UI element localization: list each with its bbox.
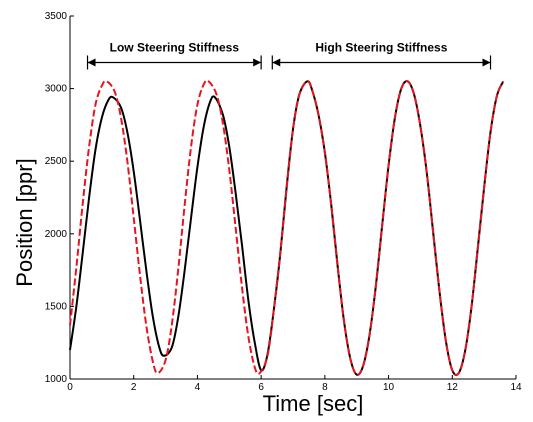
series-line-dashed-red: [69, 79, 505, 377]
y-tick-label: 1500: [45, 301, 68, 312]
x-tick-label: 12: [447, 382, 459, 393]
y-tick-label: 3000: [45, 84, 68, 95]
annotation-arrowhead-left: [272, 58, 281, 67]
annotation-arrowhead-left: [87, 58, 96, 67]
annotation-layer: Low Steering Stiffness High Steering Stif…: [86, 40, 492, 70]
annotation-label: Low Steering Stiffness: [110, 40, 240, 54]
x-axis-label: Time [sec]: [263, 391, 364, 416]
annotation-label: High Steering Stiffness: [315, 40, 447, 54]
x-tick-label: 10: [383, 382, 395, 393]
x-tick-label: 8: [322, 382, 328, 393]
y-tick-label: 1000: [45, 374, 68, 385]
y-tick-label: 3500: [45, 11, 68, 22]
y-tick-label: 2500: [45, 156, 68, 167]
x-tick-label: 2: [131, 382, 137, 393]
x-tick-label: 14: [510, 382, 522, 393]
y-axis-label: Position [ppr]: [12, 158, 37, 286]
y-tick-label: 2000: [45, 229, 68, 240]
ticks-layer: 0 2 4 6 8 10 12 14 1000 1500 2000 2500 3000 3500: [45, 11, 522, 393]
annotation-arrowhead-right: [253, 58, 262, 67]
x-tick-label: 6: [258, 382, 264, 393]
x-tick-label: 4: [195, 382, 201, 393]
x-tick-label: 0: [67, 382, 73, 393]
series-layer: [69, 79, 505, 377]
annotation-arrowhead-right: [482, 58, 491, 67]
